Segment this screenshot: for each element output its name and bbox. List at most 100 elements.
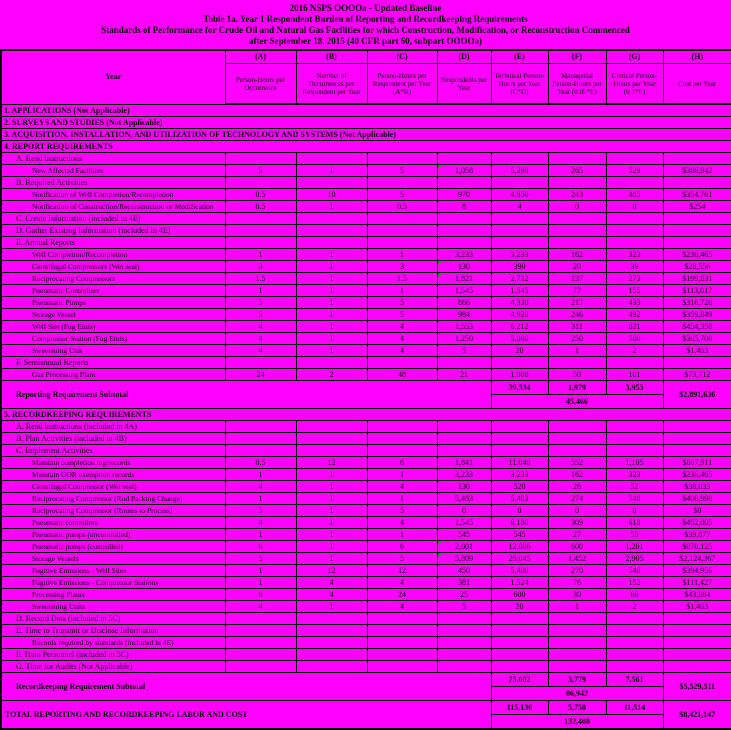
value-cell-c: 1 — [366, 492, 438, 505]
value-cell-f — [547, 432, 607, 445]
value-cell-c: 4 — [366, 516, 438, 529]
value-cell-f: 0 — [547, 200, 607, 213]
row-label: Maintain GOR exemption records — [0, 468, 226, 481]
value-cell-a: 5 — [224, 308, 297, 321]
value-cell-d: 5,483 — [436, 492, 492, 505]
label-row: Records required by standards (included … — [0, 636, 731, 649]
value-cell-d: 130 — [436, 260, 492, 273]
subtotal-cost: $2,891,636 — [662, 380, 731, 409]
value-cell-f — [547, 612, 607, 625]
value-cell-b: 1 — [295, 516, 368, 529]
value-cell-b — [295, 212, 368, 225]
value-cell-f — [547, 212, 607, 225]
data-row: Sweetening Units 4 1 4 5 20 1 2 $1,463 — [0, 600, 731, 613]
value-cell-f — [547, 176, 607, 189]
value-cell-b: 1 — [295, 480, 368, 493]
data-row: Fugitive Emissions - Compressor Stations… — [0, 576, 731, 589]
value-cell-a: 1 — [224, 528, 297, 541]
value-cell-g: 529 — [605, 164, 664, 177]
value-cell-g: 500 — [605, 332, 664, 345]
title-line-3: Standards of Performance for Crude Oil a… — [101, 25, 630, 35]
value-cell-c: 1 — [366, 468, 438, 481]
value-cell-g — [605, 212, 664, 225]
section-label: 3. ACQUISITION, INSTALLATION, AND UTILIZ… — [0, 128, 731, 141]
section-label: 2. SURVEYS AND STUDIES (Not Applicable) — [0, 116, 731, 129]
value-cell-e — [490, 420, 549, 433]
value-cell-e — [490, 224, 549, 237]
subtotal-technical-hours: 115,136 — [490, 700, 549, 715]
row-label: Maintain completion log/records — [0, 456, 226, 469]
label-row: A. Read Instructions (included in 4A) — [0, 420, 731, 433]
value-cell-g: 155 — [605, 284, 664, 297]
value-cell-e: 6,180 — [490, 516, 549, 529]
value-cell-c: 48 — [366, 368, 438, 381]
value-cell-e: 12,006 — [490, 540, 549, 553]
value-cell-b: 1 — [295, 320, 368, 333]
value-cell-h: $316,728 — [662, 296, 731, 309]
value-cell-h — [662, 612, 731, 625]
value-cell-a: 5 — [224, 504, 297, 517]
value-cell-g — [605, 624, 664, 637]
data-row: Sweetening Unit 4 1 4 5 20 1 2 $1,463 — [0, 344, 731, 357]
value-cell-c — [366, 224, 438, 237]
value-cell-c: 5 — [366, 552, 438, 565]
value-cell-g: 52 — [605, 480, 664, 493]
value-cell-a: 4 — [224, 320, 297, 333]
label-row: E. Time to Transmit or Disclose Informat… — [0, 624, 731, 637]
value-cell-a — [224, 356, 297, 369]
value-cell-g: 323 — [605, 468, 664, 481]
value-cell-g — [605, 420, 664, 433]
value-cell-d: 130 — [436, 480, 492, 493]
value-cell-d: 21 — [436, 368, 492, 381]
value-cell-b: 10 — [295, 188, 368, 201]
value-cell-g — [605, 356, 664, 369]
row-label: F. Train Personnel (included in 5C) — [0, 648, 226, 661]
row-label: Notification of Well Completion/Recomple… — [0, 188, 226, 201]
column-header-managerial-hours: Managerial Person-Hours per Year (0.05*E… — [547, 63, 607, 105]
section-row: 2. SURVEYS AND STUDIES (Not Applicable) — [0, 116, 731, 129]
column-header-person-hours-per-occurrence: Person-Hours per Occurrence — [224, 63, 297, 105]
row-label: A. Read Instructions (included in 4A) — [0, 420, 226, 433]
value-cell-b — [295, 356, 368, 369]
value-cell-a — [224, 432, 297, 445]
value-cell-g: 485 — [605, 188, 664, 201]
value-cell-e — [490, 212, 549, 225]
row-label: C. Create Information (included in 4E) — [0, 212, 226, 225]
row-label: B. Required Activities — [0, 176, 226, 189]
value-cell-g — [605, 444, 664, 457]
value-cell-h — [662, 660, 731, 673]
value-cell-g — [605, 612, 664, 625]
value-cell-g: 492 — [605, 308, 664, 321]
value-cell-c: 4 — [366, 480, 438, 493]
subtotal-clerical-hours: 11,514 — [605, 700, 664, 715]
value-cell-c — [366, 624, 438, 637]
value-cell-h: $807,911 — [662, 456, 731, 469]
value-cell-b: 1 — [295, 260, 368, 273]
row-label: G. Time for Audits (Not Applicable) — [0, 660, 226, 673]
value-cell-h: $1,463 — [662, 600, 731, 613]
subtotal-managerial-hours: 3,779 — [547, 672, 607, 687]
row-label: Notification of Construction/Reconstruct… — [0, 200, 226, 213]
value-cell-h: $254 — [662, 200, 731, 213]
value-cell-f: 246 — [547, 308, 607, 321]
value-cell-a: 1 — [224, 284, 297, 297]
row-label: Pneumatic pumps (uncontrolled) — [0, 528, 226, 541]
data-row: Centrifugal Compressors (Wet seal) 3 1 3 130… — [0, 260, 731, 273]
value-cell-e: 3,233 — [490, 248, 549, 261]
value-cell-a: 1 — [224, 468, 297, 481]
value-cell-d — [436, 660, 492, 673]
value-cell-c: 1 — [366, 248, 438, 261]
value-cell-e: 4 — [490, 200, 549, 213]
subtotal-clerical-hours: 7,561 — [605, 672, 664, 687]
value-cell-b: 1 — [295, 528, 368, 541]
value-cell-b — [295, 152, 368, 165]
value-cell-h: $454,358 — [662, 320, 731, 333]
label-row: A. Read Instructions — [0, 152, 731, 165]
value-cell-f — [547, 636, 607, 649]
value-cell-h — [662, 648, 731, 661]
value-cell-e: 1,008 — [490, 368, 549, 381]
section-row: 5. RECORDKEEPING REQUIREMENTS — [0, 408, 731, 421]
value-cell-d — [436, 648, 492, 661]
value-cell-h: $1,463 — [662, 344, 731, 357]
value-cell-f: 162 — [547, 468, 607, 481]
